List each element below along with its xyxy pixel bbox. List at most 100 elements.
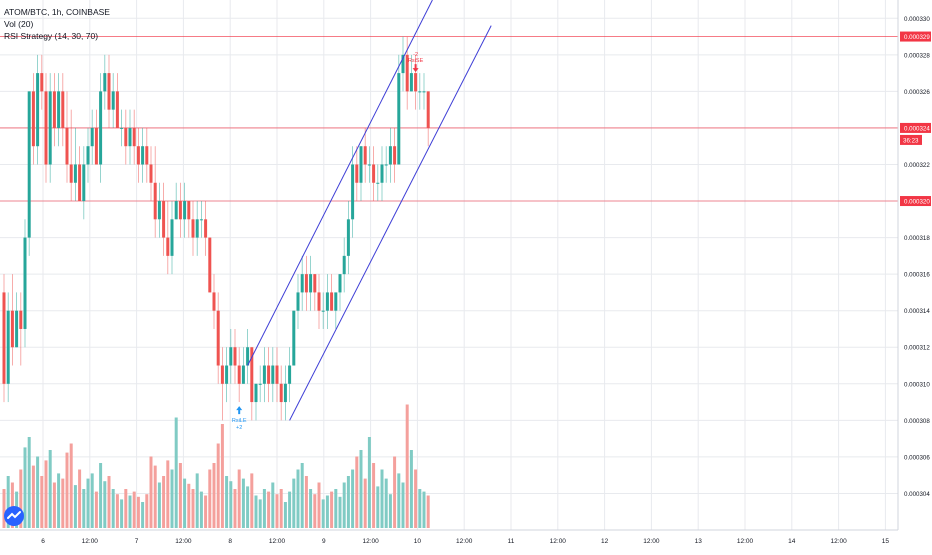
volume-bar [157,482,161,528]
volume-bar [237,469,241,528]
volume-bar [23,447,27,528]
volume-indicator-label[interactable]: Vol (20) [4,19,34,29]
volume-bar [132,491,136,528]
volume-bar [229,481,233,528]
candle [149,146,153,202]
candle [401,36,405,92]
volume-bar [414,469,418,528]
candle-body [372,164,376,183]
candle [233,328,237,384]
upper-level-price-label-background [900,31,931,42]
candle [44,73,48,183]
candle-body [191,219,195,238]
volume-bar [275,494,279,528]
candle-body [44,91,48,165]
volume-bar [90,473,94,528]
candle-body [73,164,77,183]
candle [267,347,271,403]
candle [283,365,287,421]
candle-body [346,219,350,256]
time-tick-label: 7 [135,538,139,545]
candle [145,127,149,183]
candle-body [384,164,388,166]
volume-bar [183,478,187,528]
volume-bar [141,502,145,528]
candle [225,347,229,403]
candle [27,91,31,256]
candle [107,54,111,128]
countdown-background [900,134,922,145]
volume-bar [107,476,111,528]
candle-body [40,73,44,92]
candle [418,73,422,110]
volume-bar [313,494,317,528]
volume-bar [267,491,271,528]
candle [292,310,296,366]
buy-arrow-icon [236,406,243,415]
volume-bar [61,478,65,528]
volume-bar [258,499,262,528]
tradingview-logo-icon[interactable] [4,506,24,526]
volume-bar [283,502,287,528]
candle [372,146,376,202]
strategy-indicator-label[interactable]: RSI Strategy (14, 30, 70) [4,31,99,41]
candle-body [262,365,266,384]
candle-body [124,127,128,147]
candle [99,73,103,183]
symbol-title[interactable]: ATOM/BTC, 1h, COINBASE [4,7,110,17]
candle-body [309,274,313,293]
volume-bar [233,489,237,528]
candle-body [166,237,170,256]
volume-bar [199,491,203,528]
lower-level-price-label: 0.000320 [904,199,930,206]
candle [359,146,363,202]
candle [216,292,220,384]
candle [36,54,40,165]
volume-bar [111,489,115,528]
candle [57,73,61,147]
candle [132,109,136,165]
candle-body [405,54,409,92]
candle [241,347,245,384]
candle-body [279,383,283,403]
candle [409,54,413,92]
candle [271,347,275,403]
candle-body [36,73,40,147]
candle-body [225,365,229,384]
volume-bar [300,463,304,528]
candle [6,292,10,403]
candle-body [27,91,31,238]
candle-body [23,237,27,329]
candle-body [115,91,119,128]
candle-body [212,292,216,311]
volume-bar [380,469,384,528]
candle-body [258,383,262,385]
volume-bar [10,482,14,528]
volume-bar [338,496,342,528]
candle-body [401,54,405,74]
volume-bar [44,460,48,528]
sell-signal-label: RsiSE [408,58,424,64]
candle-body [10,310,14,348]
volume-bars [2,404,430,528]
candle [128,109,132,165]
candle-body [267,365,271,384]
candle-body [418,91,422,93]
candle-body [388,146,392,165]
candle [136,127,140,183]
volume-bar [52,482,56,528]
volume-bar [334,489,338,528]
price-tick-label: 0.000330 [904,16,930,23]
volume-bar [65,452,69,528]
price-tick-label: 0.000312 [904,345,930,352]
candle-body [233,347,237,366]
grid-lines [0,0,898,530]
candle-body [338,274,342,293]
volume-bar [36,456,40,528]
volume-bar [99,463,103,528]
candle-body [195,219,199,238]
volume-bar [384,478,388,528]
candle [124,109,128,165]
